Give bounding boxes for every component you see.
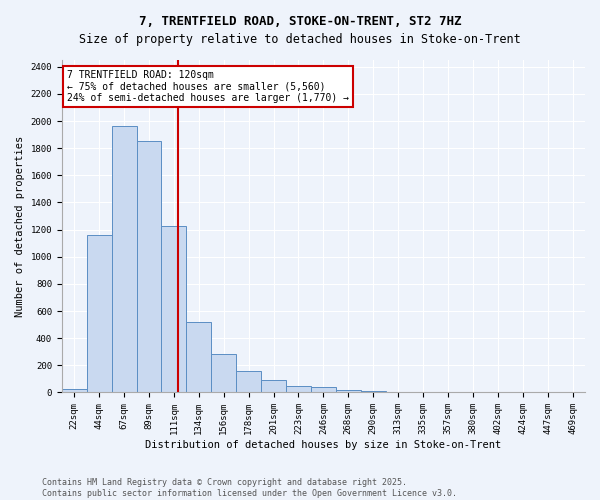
Bar bbox=[236, 372, 261, 392]
Text: Contains HM Land Registry data © Crown copyright and database right 2025.
Contai: Contains HM Land Registry data © Crown c… bbox=[42, 478, 457, 498]
Y-axis label: Number of detached properties: Number of detached properties bbox=[15, 136, 25, 317]
Bar bbox=[261, 380, 286, 392]
Bar bbox=[336, 390, 361, 392]
Bar bbox=[161, 226, 187, 392]
Bar bbox=[361, 391, 386, 392]
Bar bbox=[211, 354, 236, 393]
Text: 7 TRENTFIELD ROAD: 120sqm
← 75% of detached houses are smaller (5,560)
24% of se: 7 TRENTFIELD ROAD: 120sqm ← 75% of detac… bbox=[67, 70, 349, 103]
Bar bbox=[86, 235, 112, 392]
Text: Size of property relative to detached houses in Stoke-on-Trent: Size of property relative to detached ho… bbox=[79, 32, 521, 46]
Bar bbox=[311, 387, 336, 392]
Bar bbox=[62, 389, 86, 392]
Bar bbox=[112, 126, 137, 392]
Bar bbox=[137, 142, 161, 392]
X-axis label: Distribution of detached houses by size in Stoke-on-Trent: Distribution of detached houses by size … bbox=[145, 440, 502, 450]
Text: 7, TRENTFIELD ROAD, STOKE-ON-TRENT, ST2 7HZ: 7, TRENTFIELD ROAD, STOKE-ON-TRENT, ST2 … bbox=[139, 15, 461, 28]
Bar bbox=[187, 322, 211, 392]
Bar bbox=[286, 386, 311, 392]
